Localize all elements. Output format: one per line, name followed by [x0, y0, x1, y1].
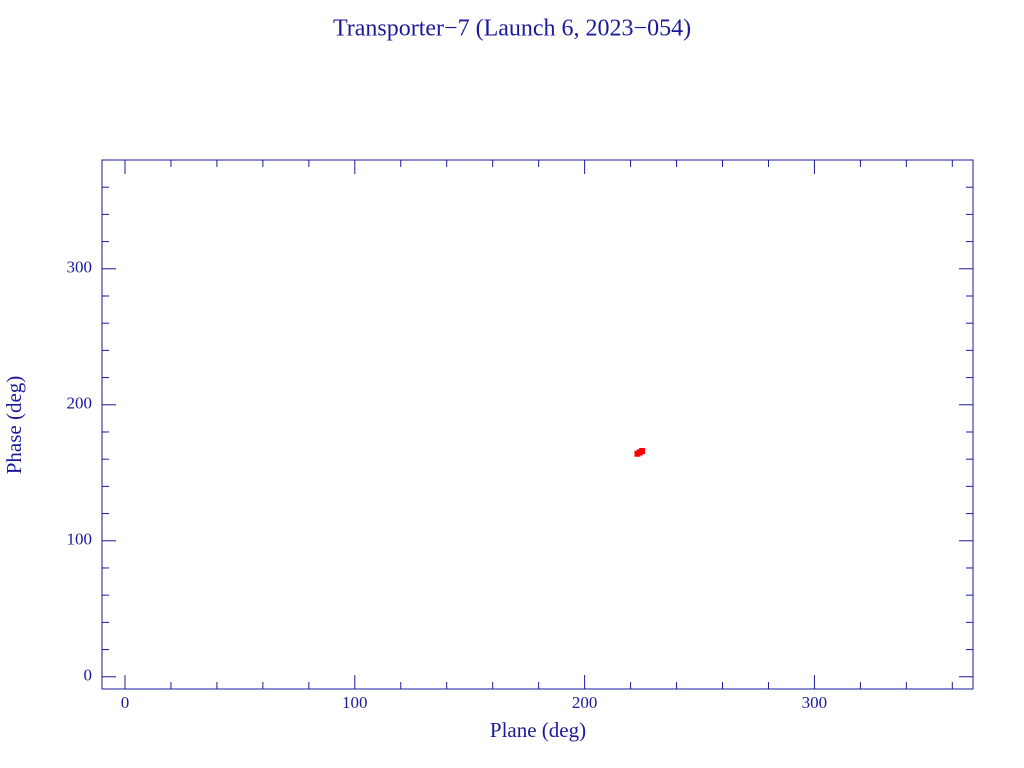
plot-frame — [101, 159, 974, 690]
y-tick-label: 300 — [67, 258, 93, 277]
y-tick-label: 100 — [67, 530, 93, 549]
y-tick-label: 0 — [84, 666, 93, 685]
x-axis-label: Plane (deg) — [490, 718, 586, 742]
y-axis-label: Phase (deg) — [2, 376, 26, 475]
x-tick-label: 100 — [342, 693, 368, 712]
chart-title: Transporter−7 (Launch 6, 2023−054) — [333, 16, 691, 42]
point — [639, 448, 646, 455]
y-tick-label: 200 — [67, 394, 93, 413]
x-tick-label: 300 — [802, 693, 828, 712]
x-tick-label: 200 — [572, 693, 598, 712]
x-tick-label: 0 — [121, 693, 130, 712]
